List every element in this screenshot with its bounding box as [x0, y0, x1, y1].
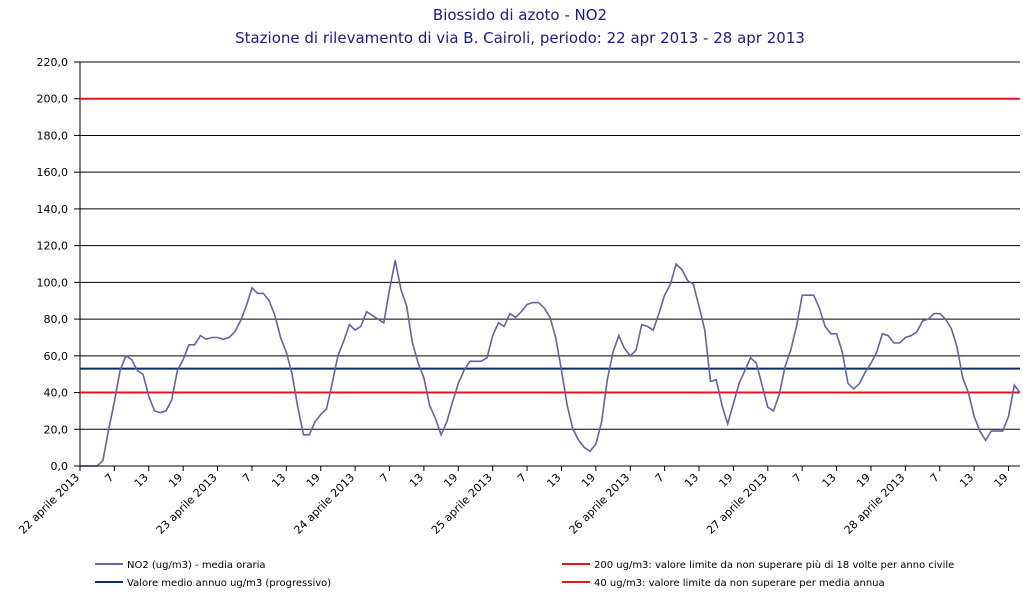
x-tick-label: 13: [544, 471, 563, 490]
y-tick-label: 200,0: [37, 93, 69, 106]
x-tick-label: 13: [820, 471, 839, 490]
x-tick-label: 26 aprile 2013: [567, 471, 633, 537]
x-tick-label: 27 aprile 2013: [704, 471, 770, 537]
x-tick-label: 7: [928, 471, 942, 485]
x-tick-label: 23 aprile 2013: [154, 471, 220, 537]
x-tick-label: 19: [716, 471, 735, 490]
chart-title: Biossido di azoto - NO2: [433, 6, 607, 24]
x-tick-label: 13: [407, 471, 426, 490]
x-tick-label: 7: [515, 471, 529, 485]
legend-label: 40 ug/m3: valore limite da non superare …: [594, 578, 885, 589]
x-tick-label: 19: [992, 471, 1011, 490]
series-line: [80, 260, 1021, 467]
x-tick-label: 7: [790, 471, 804, 485]
y-tick-label: 220,0: [37, 56, 69, 69]
x-tick-label: 19: [579, 471, 598, 490]
x-tick-label: 19: [441, 471, 460, 490]
legend-label: NO2 (ug/m3) - media oraria: [127, 560, 266, 571]
x-tick-label: 19: [304, 471, 323, 490]
x-tick-label: 19: [166, 471, 185, 490]
x-tick-label: 28 aprile 2013: [842, 471, 908, 537]
y-tick-label: 120,0: [37, 240, 69, 253]
y-tick-label: 40,0: [44, 387, 69, 400]
y-tick-label: 180,0: [37, 129, 69, 142]
x-tick-label: 7: [240, 471, 254, 485]
y-tick-label: 140,0: [37, 203, 69, 216]
x-tick-label: 19: [854, 471, 873, 490]
x-tick-label: 13: [682, 471, 701, 490]
chart-subtitle: Stazione di rilevamento di via B. Cairol…: [235, 29, 805, 47]
x-tick-label: 24 aprile 2013: [291, 471, 357, 537]
x-tick-label: 7: [102, 471, 116, 485]
y-tick-label: 100,0: [37, 276, 69, 289]
y-tick-label: 160,0: [37, 166, 69, 179]
y-tick-label: 60,0: [44, 350, 69, 363]
y-tick-label: 0,0: [51, 460, 69, 473]
x-tick-label: 13: [132, 471, 151, 490]
y-tick-label: 20,0: [44, 423, 69, 436]
legend-label: Valore medio annuo ug/m3 (progressivo): [127, 578, 331, 589]
x-tick-label: 25 aprile 2013: [429, 471, 495, 537]
x-tick-label: 7: [653, 471, 667, 485]
x-tick-label: 22 aprile 2013: [16, 471, 82, 537]
x-tick-label: 7: [377, 471, 391, 485]
x-tick-label: 13: [957, 471, 976, 490]
legend-label: 200 ug/m3: valore limite da non superare…: [594, 559, 954, 571]
y-tick-label: 80,0: [44, 313, 69, 326]
x-tick-label: 13: [269, 471, 288, 490]
